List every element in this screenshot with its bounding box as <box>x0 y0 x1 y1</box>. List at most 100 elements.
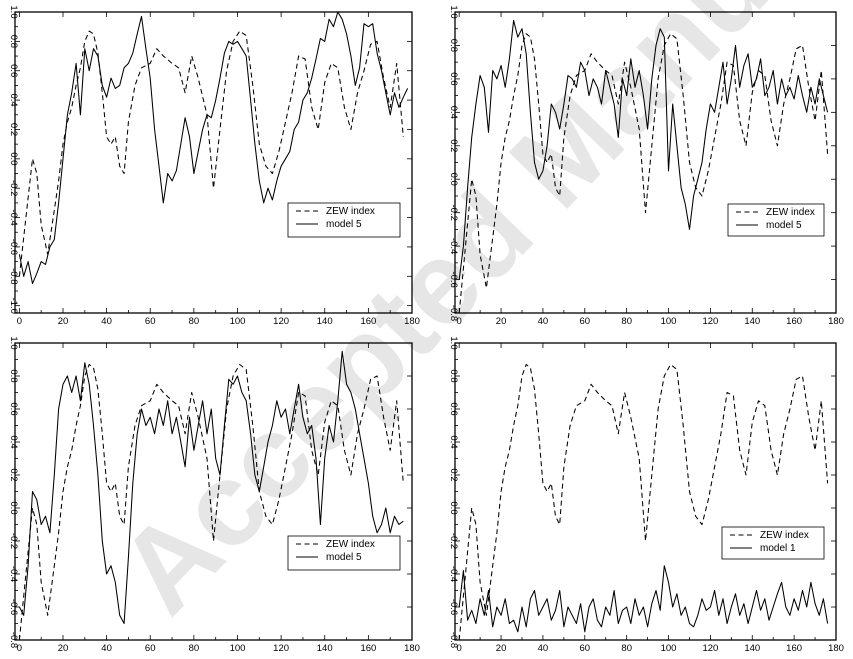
y-tick-label: 0.0 <box>448 501 459 514</box>
x-tick-label: 140 <box>744 316 760 327</box>
y-tick-label: -0.4 <box>448 238 459 254</box>
y-tick-label: 0.4 <box>8 93 19 106</box>
legend-label: ZEW index <box>326 206 375 217</box>
y-tick-label: 0.0 <box>8 152 19 165</box>
y-tick-label: -0.8 <box>8 632 19 648</box>
x-tick-label: 40 <box>101 643 112 654</box>
y-tick-label: 1.0 <box>8 5 19 18</box>
legend-label: model 1 <box>760 543 796 554</box>
chart-panel-4: -0.8 -0.6 -0.4 -0.2 0.0 0.2 0.4 0.6 0.8 1.0 0 20 40 6… <box>448 336 844 654</box>
y-tick-label: 1.0 <box>448 336 459 349</box>
y-tick-label: 0.2 <box>8 468 19 481</box>
y-tick-label: -0.4 <box>448 566 459 582</box>
y-tick-label: 0.8 <box>448 39 459 52</box>
x-tick-label: 40 <box>101 316 112 327</box>
y-tick-label: -0.8 <box>448 632 459 648</box>
y-tick-label: -0.4 <box>8 566 19 582</box>
legend: ZEW index model 1 <box>721 526 825 560</box>
x-tick-label: 180 <box>828 643 844 654</box>
chart-panels: -1.0 -0.8 -0.6 -0.4 -0.2 0.0 0.2 0.4 0.6 0.8 1.0 0 2… <box>8 5 844 654</box>
legend-label: model 5 <box>326 552 362 563</box>
legend-label: ZEW index <box>766 207 815 218</box>
x-tick-label: 80 <box>621 316 632 327</box>
series-line-model-5 <box>18 350 404 625</box>
x-tick-label: 60 <box>580 643 591 654</box>
y-tick-label: 0.0 <box>448 173 459 186</box>
series-line-zew-index <box>18 30 404 277</box>
plot-frame <box>454 342 837 641</box>
y-tick-label: 0.8 <box>448 369 459 382</box>
x-tick-label: 120 <box>273 643 289 654</box>
y-tick-label: 0.6 <box>448 72 459 85</box>
x-tick-label: 180 <box>404 316 420 327</box>
x-tick-label: 60 <box>145 643 156 654</box>
y-tick-label: 0.6 <box>448 402 459 415</box>
legend-label: ZEW index <box>326 539 375 550</box>
y-tick-label: 0.6 <box>8 64 19 77</box>
y-tick-label: -0.8 <box>448 305 459 321</box>
y-tick-label: -1.0 <box>8 298 19 314</box>
x-tick-label: 180 <box>828 316 844 327</box>
legend-box <box>721 526 825 560</box>
x-tick-label: 180 <box>404 643 420 654</box>
y-tick-label: 1.0 <box>448 5 459 18</box>
x-tick-label: 160 <box>786 643 802 654</box>
legend: ZEW index model 5 <box>727 203 825 237</box>
x-tick-label: 80 <box>189 643 200 654</box>
x-tick-label: 160 <box>786 316 802 327</box>
y-tick-label: 0.8 <box>8 35 19 48</box>
y-tick-label: -0.2 <box>8 533 19 549</box>
y-tick-label: -0.8 <box>8 268 19 284</box>
x-tick-label: 0 <box>457 316 462 327</box>
x-tick-label: 0 <box>17 316 22 327</box>
x-tick-label: 140 <box>317 316 333 327</box>
y-tick-label: -0.6 <box>448 271 459 287</box>
y-tick-label: -0.2 <box>8 180 19 196</box>
legend-label: model 5 <box>326 219 362 230</box>
legend-label: model 5 <box>766 220 802 231</box>
x-tick-label: 140 <box>317 643 333 654</box>
y-tick-label: -0.2 <box>448 533 459 549</box>
x-tick-label: 80 <box>621 643 632 654</box>
x-tick-label: 120 <box>273 316 289 327</box>
x-tick-label: 100 <box>661 643 677 654</box>
series-line-model-1 <box>458 565 829 633</box>
legend: ZEW index model 5 <box>287 202 401 238</box>
x-tick-label: 20 <box>58 643 69 654</box>
y-tick-label: 0.0 <box>8 501 19 514</box>
y-tick-label: -0.6 <box>8 239 19 255</box>
x-tick-label: 120 <box>702 316 718 327</box>
y-tick-label: 0.2 <box>448 139 459 152</box>
x-tick-label: 140 <box>744 643 760 654</box>
legend-label: ZEW index <box>760 530 809 541</box>
y-tick-label: 0.4 <box>448 106 459 119</box>
x-tick-label: 40 <box>538 316 549 327</box>
y-tick-label: -0.6 <box>8 599 19 615</box>
x-tick-label: 20 <box>496 643 507 654</box>
y-tick-label: -0.4 <box>8 209 19 225</box>
series-line-zew-index <box>458 33 829 314</box>
chart-panel-3: -0.8 -0.6 -0.4 -0.2 0.0 0.2 0.4 0.6 0.8 1.0 0 20 40 6… <box>8 336 420 654</box>
x-tick-label: 0 <box>17 643 22 654</box>
series-line-zew-index <box>18 363 404 641</box>
x-tick-label: 0 <box>457 643 462 654</box>
y-tick-label: 1.0 <box>8 336 19 349</box>
chart-panel-2: -0.8 -0.6 -0.4 -0.2 0.0 0.2 0.4 0.6 0.8 1.0 0 20 40 6… <box>448 5 844 327</box>
x-tick-label: 120 <box>702 643 718 654</box>
legend-box <box>727 203 825 237</box>
legend-box <box>287 202 401 238</box>
y-tick-label: 0.6 <box>8 402 19 415</box>
x-tick-label: 20 <box>496 316 507 327</box>
y-tick-label: 0.8 <box>8 369 19 382</box>
x-tick-label: 160 <box>360 316 376 327</box>
y-tick-label: 0.4 <box>448 435 459 448</box>
x-tick-label: 100 <box>661 316 677 327</box>
x-tick-label: 40 <box>538 643 549 654</box>
series-line-model-5 <box>458 19 829 280</box>
x-tick-label: 100 <box>230 643 246 654</box>
y-tick-label: 0.2 <box>448 468 459 481</box>
legend-box <box>287 535 401 571</box>
x-tick-label: 100 <box>230 316 246 327</box>
x-tick-label: 160 <box>360 643 376 654</box>
